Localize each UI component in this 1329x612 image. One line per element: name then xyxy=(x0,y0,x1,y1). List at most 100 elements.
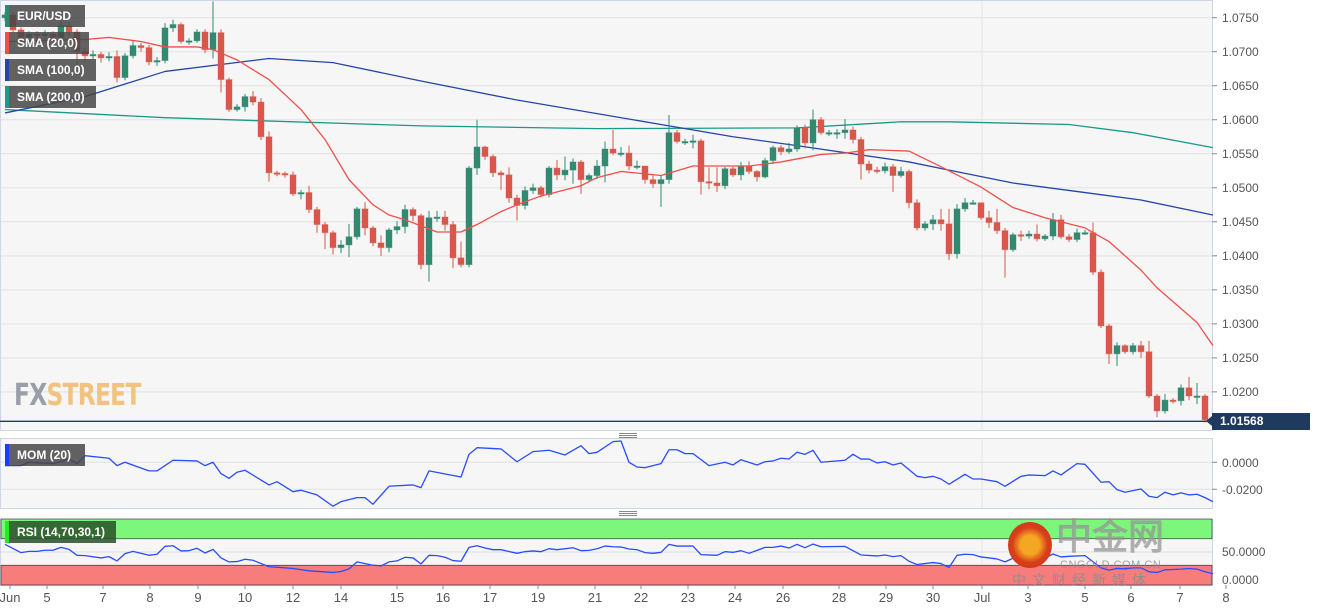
time-axis-label: 8 xyxy=(1222,590,1230,605)
candle xyxy=(649,175,657,188)
candle xyxy=(1185,376,1193,401)
mom-axis-label: 0.0000 xyxy=(1222,456,1259,470)
legend-sma100-text: SMA (100,0) xyxy=(17,63,85,77)
candle xyxy=(665,114,673,184)
candle xyxy=(185,38,193,45)
candle xyxy=(873,166,881,174)
candle-body xyxy=(665,132,673,181)
candle-body xyxy=(849,129,857,140)
mom-color-swatch xyxy=(5,444,9,466)
time-axis-label: Jun xyxy=(0,590,21,605)
candle xyxy=(1161,393,1169,414)
candle xyxy=(505,167,513,203)
candle-body xyxy=(265,136,273,174)
time-axis-label: 14 xyxy=(333,590,349,605)
candle xyxy=(1153,393,1161,418)
candle xyxy=(113,50,121,83)
candle xyxy=(465,166,473,268)
candle-body xyxy=(369,227,377,244)
candle-body xyxy=(617,152,625,156)
candle xyxy=(257,97,265,141)
legend-sma20[interactable]: SMA (20,0) xyxy=(5,32,89,54)
legend-sma100[interactable]: SMA (100,0) xyxy=(5,59,96,81)
legend-rsi[interactable]: RSI (14,70,30,1) xyxy=(5,521,116,543)
candle-body xyxy=(825,132,833,135)
candle-body xyxy=(329,232,337,249)
candle xyxy=(713,167,721,192)
candle xyxy=(145,44,153,66)
candle-body xyxy=(753,170,761,178)
candle xyxy=(1097,269,1105,328)
candle-body xyxy=(865,163,873,171)
candle xyxy=(545,166,553,198)
candle-body xyxy=(633,165,641,169)
candle xyxy=(273,170,281,177)
candle xyxy=(1001,227,1009,278)
candle-body xyxy=(945,223,953,255)
candle-body xyxy=(985,217,993,223)
candle xyxy=(233,104,241,112)
candle-body xyxy=(961,202,969,210)
candle xyxy=(977,202,985,220)
candle xyxy=(225,77,233,112)
candle xyxy=(561,156,569,181)
candle-body xyxy=(1201,395,1209,421)
candle xyxy=(721,166,729,190)
candle xyxy=(905,169,913,209)
candle-body xyxy=(1073,232,1081,240)
candle-body xyxy=(897,170,905,177)
legend-mom[interactable]: MOM (20) xyxy=(5,444,85,466)
candle xyxy=(585,173,593,182)
candle-body xyxy=(201,31,209,51)
candle-body xyxy=(481,146,489,157)
candle-body xyxy=(1145,351,1153,397)
candle xyxy=(849,126,857,144)
price-axis-label: 1.0500 xyxy=(1222,180,1259,195)
mom-panel-resize-handle[interactable] xyxy=(619,433,637,438)
candle xyxy=(833,129,841,139)
candle xyxy=(1177,384,1185,406)
mom-line xyxy=(5,440,1214,507)
candle-body xyxy=(417,215,425,266)
candle xyxy=(1169,398,1177,404)
candle-body xyxy=(833,132,841,135)
price-axis-label: 1.0450 xyxy=(1222,214,1259,229)
candle-body xyxy=(441,216,449,226)
price-axis-label: 1.0750 xyxy=(1222,10,1259,25)
candle xyxy=(313,206,321,233)
candle-body xyxy=(905,170,913,204)
candle xyxy=(433,210,441,222)
rsi-panel-resize-handle[interactable] xyxy=(619,511,637,516)
candle xyxy=(449,221,457,269)
candle-body xyxy=(785,148,793,153)
legend-sma200[interactable]: SMA (200,0) xyxy=(5,86,96,108)
candle xyxy=(337,240,345,254)
candle-body xyxy=(281,172,289,176)
candle xyxy=(633,160,641,170)
candle xyxy=(553,159,561,181)
time-axis-label: 8 xyxy=(146,590,154,605)
candle xyxy=(417,213,425,270)
candle-body xyxy=(505,174,513,199)
time-axis-label: 23 xyxy=(680,590,696,605)
candle-body xyxy=(721,168,729,187)
legend-price[interactable]: EUR/USD xyxy=(5,5,85,27)
candle-body xyxy=(121,55,129,79)
candle-body xyxy=(177,23,185,43)
candle xyxy=(1113,342,1121,367)
candle-body xyxy=(161,27,169,62)
time-axis-label: 28 xyxy=(831,590,847,605)
candle xyxy=(657,175,665,207)
candle xyxy=(89,50,97,60)
candle-body xyxy=(713,182,721,187)
sma20-color-swatch xyxy=(5,32,9,54)
candle-body xyxy=(809,119,817,144)
sma20-series xyxy=(4,36,1214,347)
candle xyxy=(345,223,353,258)
candle xyxy=(393,221,401,235)
time-axis-label: 6 xyxy=(1127,590,1135,605)
candle-body xyxy=(497,172,505,176)
rsi-color-swatch xyxy=(5,521,9,543)
price-axis-label: 1.0600 xyxy=(1222,112,1259,127)
candle-body xyxy=(881,166,889,172)
